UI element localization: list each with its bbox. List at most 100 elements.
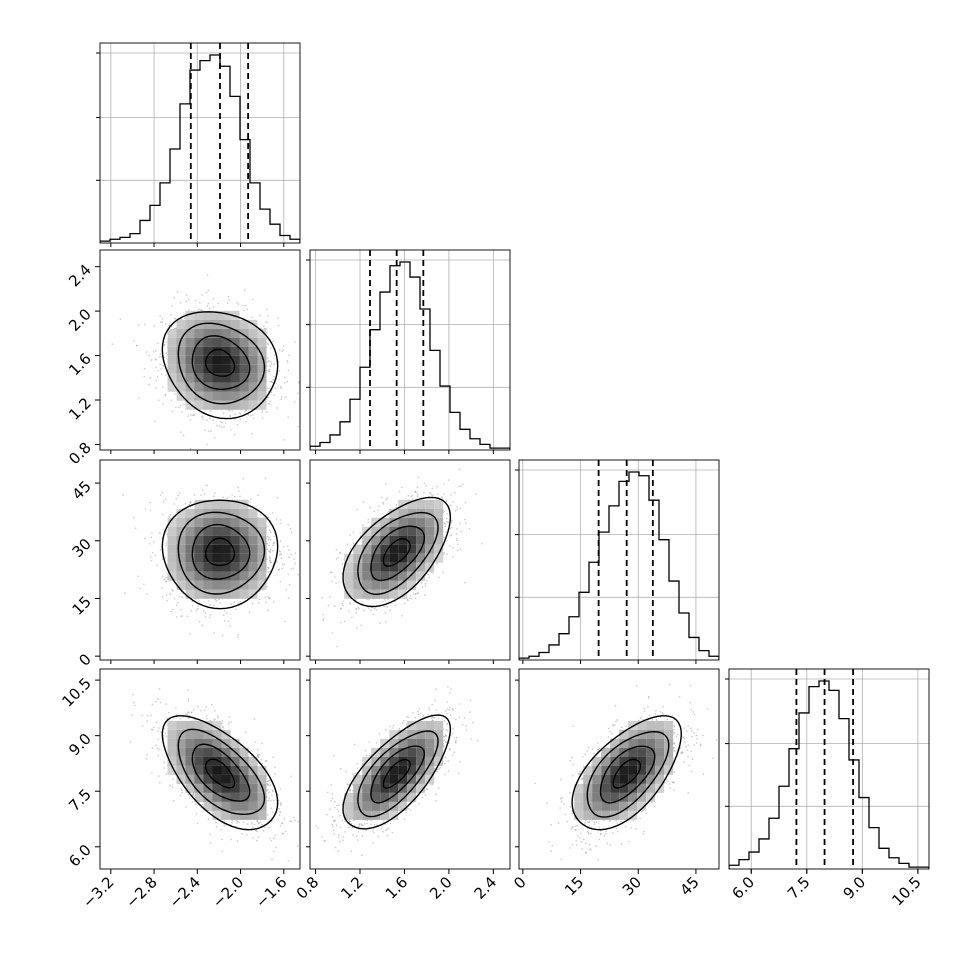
scatter-point: [213, 306, 215, 308]
scatter-point: [294, 341, 296, 343]
scatter-point: [279, 550, 281, 552]
scatter-point: [321, 597, 323, 599]
density-cell: [416, 518, 425, 527]
scatter-point: [146, 593, 148, 595]
scatter-point: [278, 370, 280, 372]
scatter-point: [377, 510, 379, 512]
scatter-point: [387, 606, 389, 608]
scatter-point: [137, 575, 139, 577]
scatter-point: [179, 596, 181, 598]
scatter-point: [252, 603, 254, 605]
scatter-point: [202, 419, 204, 421]
scatter-point: [162, 387, 164, 389]
scatter-point: [230, 429, 232, 431]
scatter-point: [384, 612, 386, 614]
scatter-point: [267, 321, 269, 323]
scatter-point: [273, 543, 275, 545]
scatter-point: [180, 431, 182, 433]
scatter-point: [353, 532, 355, 534]
scatter-point: [180, 405, 182, 407]
scatter-point: [206, 292, 208, 294]
scatter-point: [223, 412, 225, 414]
scatter-point: [230, 454, 232, 456]
density-cell: [249, 374, 258, 383]
density-cell: [177, 536, 186, 545]
scatter-point: [149, 502, 151, 504]
density-cell: [240, 554, 249, 563]
density-cell: [231, 536, 240, 545]
scatter-point: [210, 842, 212, 844]
scatter-point: [237, 636, 239, 638]
scatter-point: [266, 411, 268, 413]
scatter-point: [383, 503, 385, 505]
scatter-point: [387, 516, 389, 518]
scatter-point: [229, 415, 231, 417]
density-cell: [195, 347, 204, 356]
scatter-point: [417, 494, 419, 496]
scatter-point: [212, 298, 214, 300]
scatter-point: [270, 549, 272, 551]
scatter-point: [171, 305, 173, 307]
density-cell: [249, 356, 258, 365]
scatter-point: [281, 568, 283, 570]
scatter-point: [166, 594, 168, 596]
scatter-point: [446, 521, 448, 523]
scatter-point: [135, 527, 137, 529]
scatter-point: [287, 574, 289, 576]
scatter-point: [144, 537, 146, 539]
scatter-point: [192, 605, 194, 607]
scatter-point: [260, 514, 262, 516]
scatter-point: [271, 392, 273, 394]
scatter-point: [149, 543, 151, 545]
density-cell: [407, 572, 416, 581]
scatter-point: [274, 388, 276, 390]
scatter-point: [249, 502, 251, 504]
scatter-point: [368, 599, 370, 601]
scatter-point: [288, 557, 290, 559]
density-cell: [186, 572, 195, 581]
scatter-point: [184, 318, 186, 320]
scatter-point: [290, 568, 292, 570]
scatter-point: [221, 422, 223, 424]
scatter-point: [180, 616, 182, 618]
scatter-point: [273, 364, 275, 366]
scatter-point: [157, 730, 159, 732]
scatter-point: [261, 824, 263, 826]
scatter-point: [452, 547, 454, 549]
scatter-point: [358, 608, 360, 610]
scatter-point: [445, 525, 447, 527]
scatter-point: [157, 748, 159, 750]
scatter-point: [432, 572, 434, 574]
scatter-point: [166, 773, 168, 775]
scatter-point: [174, 598, 176, 600]
scatter-point: [208, 818, 210, 820]
density-cell: [240, 365, 249, 374]
scatter-point: [304, 385, 306, 387]
scatter-point: [212, 419, 214, 421]
scatter-point: [446, 500, 448, 502]
scatter-point: [202, 625, 204, 627]
scatter-point: [382, 601, 384, 603]
scatter-point: [459, 523, 461, 525]
scatter-point: [172, 609, 174, 611]
scatter-point: [286, 589, 288, 591]
scatter-point: [199, 621, 201, 623]
scatter-point: [452, 501, 454, 503]
scatter-point: [267, 800, 269, 802]
scatter-point: [267, 344, 269, 346]
scatter-point: [378, 505, 380, 507]
scatter-point: [160, 702, 162, 704]
scatter-point: [267, 571, 269, 573]
scatter-point: [208, 303, 210, 305]
scatter-point: [428, 577, 430, 579]
density-cell: [425, 518, 434, 527]
density-cell: [398, 536, 407, 545]
scatter-point: [291, 532, 293, 534]
scatter-point: [250, 415, 252, 417]
scatter-point: [214, 492, 216, 494]
scatter-point: [154, 555, 156, 557]
density-cell: [204, 374, 213, 383]
density-cell: [240, 509, 249, 518]
scatter-point: [206, 444, 208, 446]
scatter-point: [153, 351, 155, 353]
